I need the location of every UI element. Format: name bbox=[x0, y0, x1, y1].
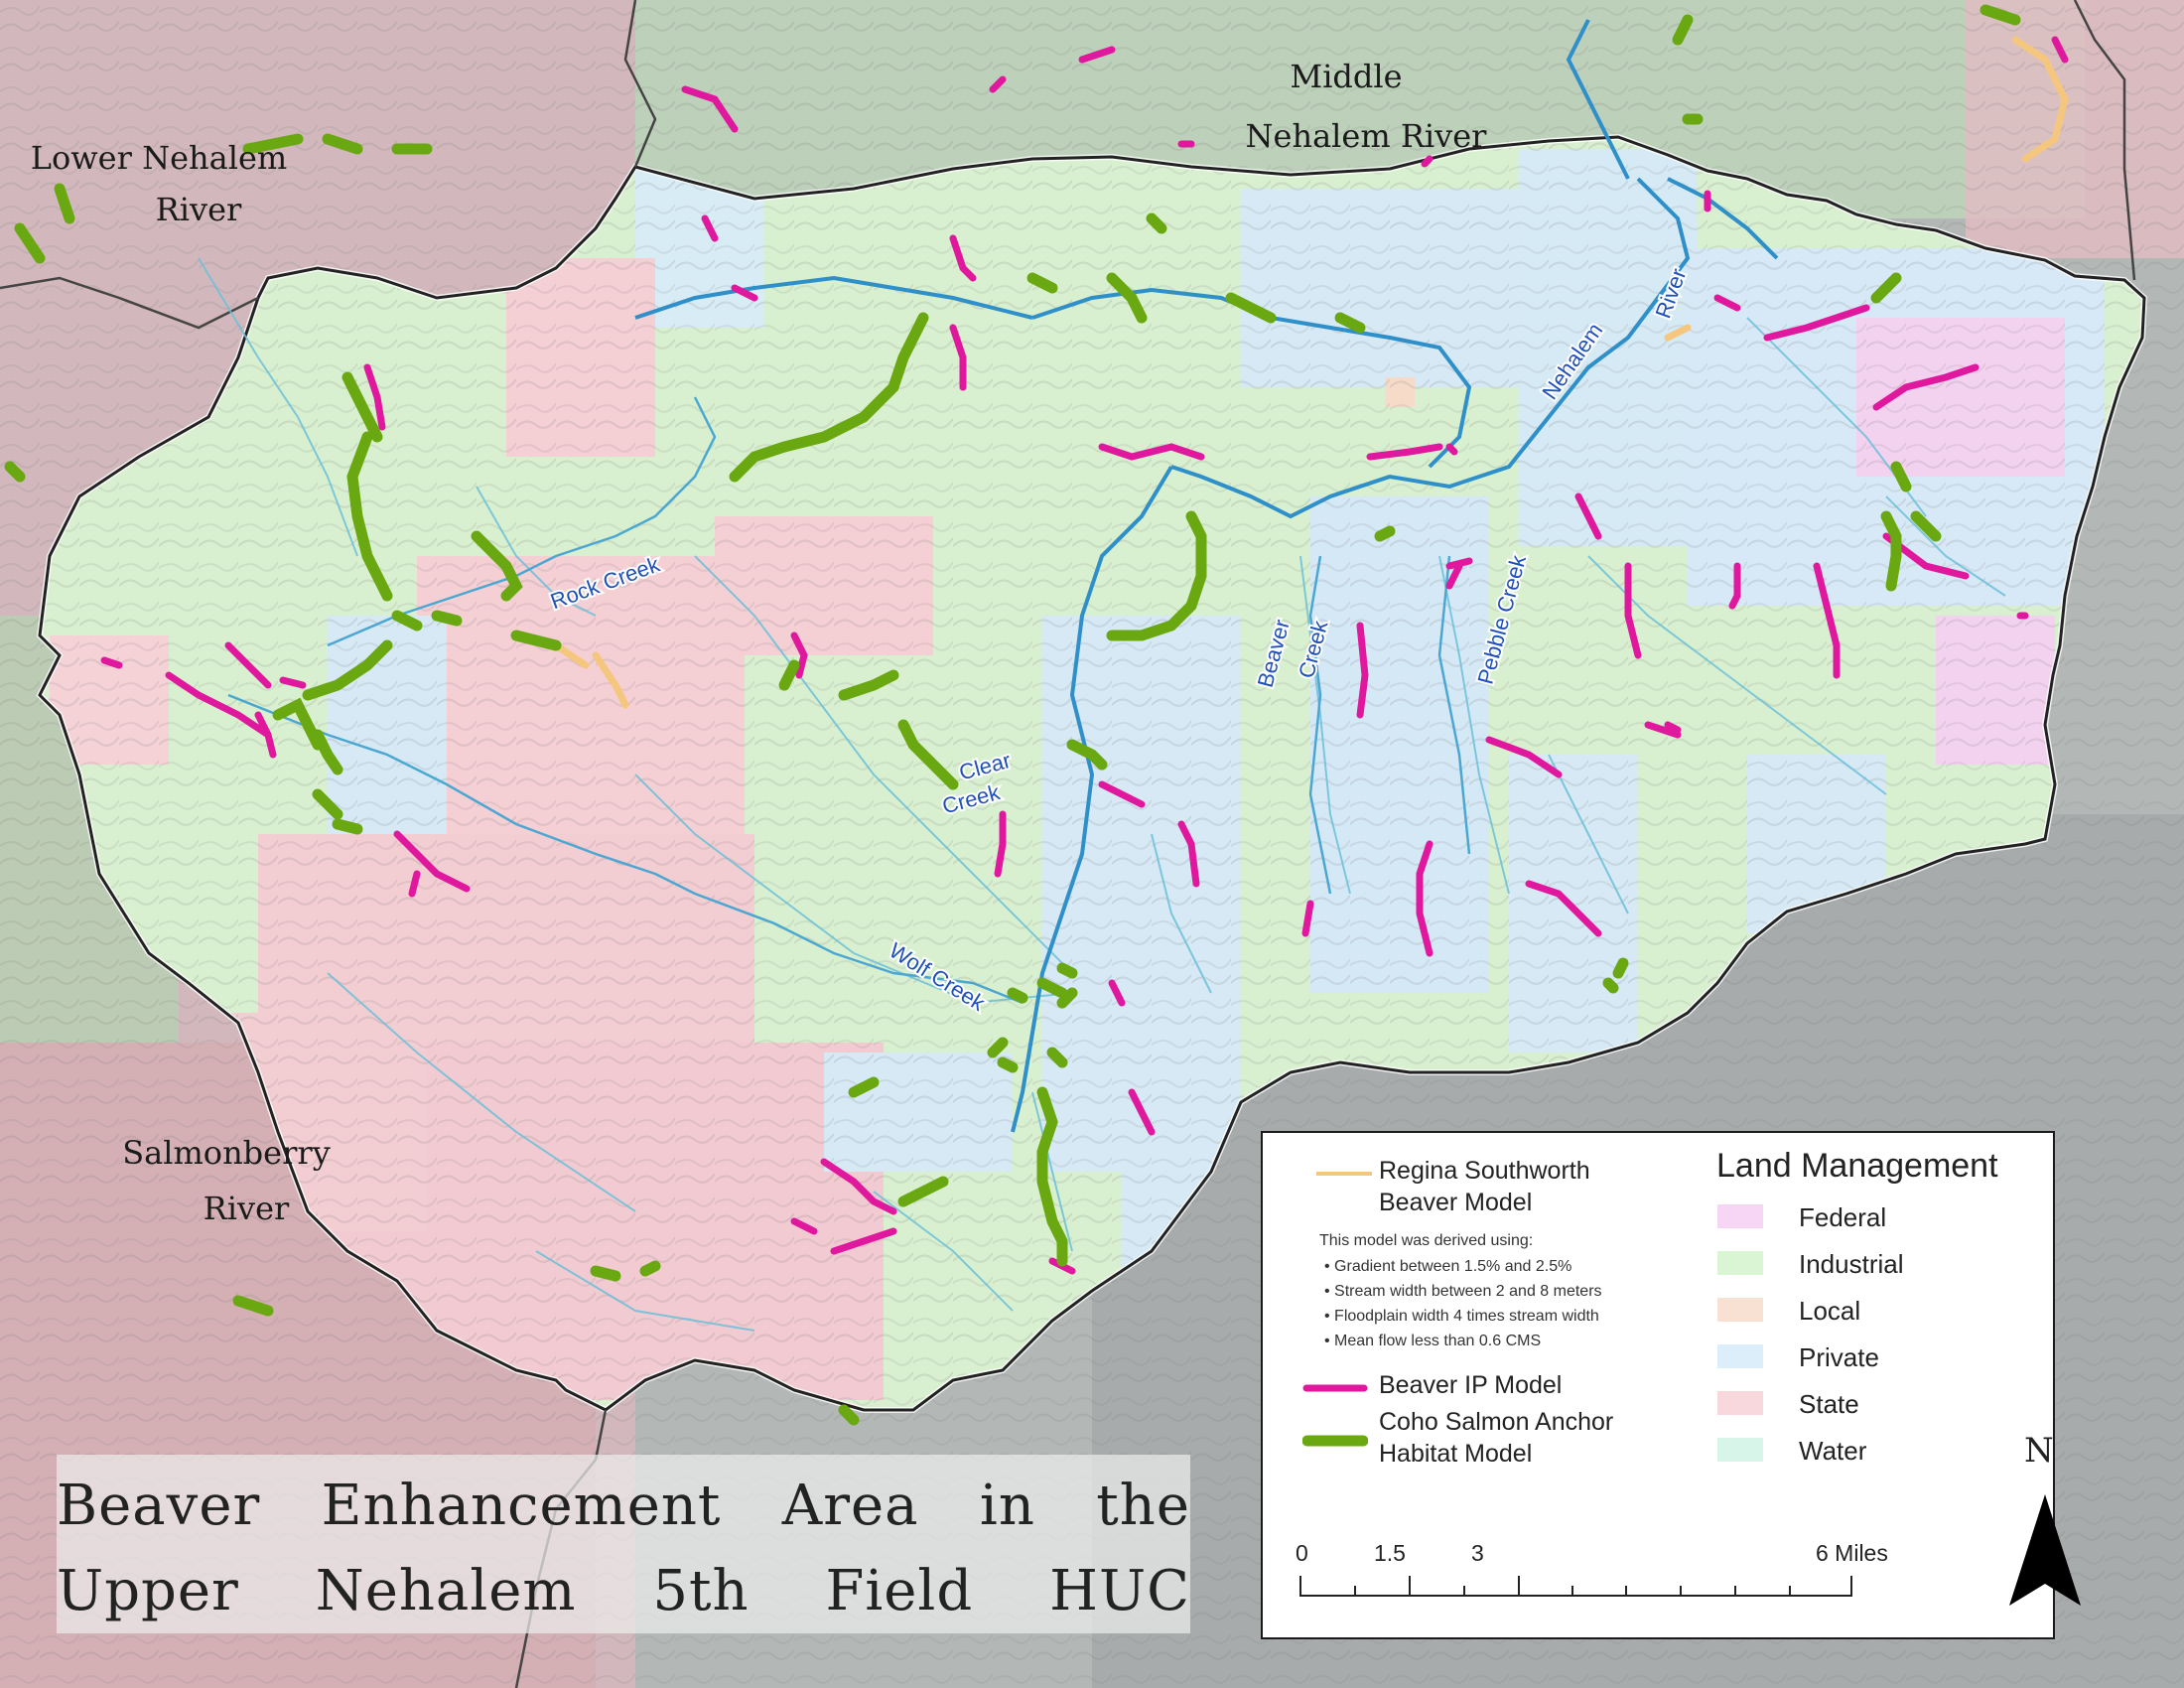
region-label-middle-nehalem-1: Middle bbox=[1290, 58, 1402, 95]
scale-bar bbox=[1299, 1576, 1852, 1597]
beaver-ip-legend-label: Beaver IP Model bbox=[1379, 1371, 1563, 1399]
region-label-lower-nehalem-1: Lower Nehalem bbox=[31, 139, 287, 177]
region-label-salmonberry-1: Salmonberry bbox=[122, 1134, 331, 1172]
lower-main-stream bbox=[634, 275, 1033, 320]
industrial-swatch bbox=[1717, 1251, 1763, 1275]
scale-label-1-5: 1.5 bbox=[1374, 1540, 1406, 1566]
scale-label-0: 0 bbox=[1296, 1540, 1308, 1566]
land-item-local: Local bbox=[1799, 1296, 1861, 1326]
huc-boundary-line bbox=[38, 135, 2146, 1412]
regina-legend-line bbox=[1316, 1172, 1372, 1176]
nehalem-river-line bbox=[1170, 177, 1691, 519]
beaver-ip-model-segments bbox=[100, 36, 2069, 1275]
region-label-salmonberry-2: River bbox=[204, 1190, 290, 1227]
north-branch bbox=[1667, 177, 1779, 260]
land-item-state: State bbox=[1799, 1389, 1859, 1419]
map-title-panel: Beaver Enhancement Area in the Upper Neh… bbox=[57, 1455, 1190, 1633]
water-swatch bbox=[1717, 1438, 1763, 1462]
land-item-water: Water bbox=[1799, 1436, 1867, 1466]
clear-creek-line bbox=[1011, 465, 1173, 1133]
federal-swatch bbox=[1717, 1204, 1763, 1228]
secondary-streams bbox=[227, 396, 1471, 1005]
local-swatch bbox=[1717, 1298, 1763, 1322]
coho-salmon-habitat-segments bbox=[4, 4, 2021, 1426]
scale-label-3: 3 bbox=[1471, 1540, 1484, 1566]
scale-label-6-miles: 6 Miles bbox=[1816, 1540, 1888, 1566]
model-note-item: • Floodplain width 4 times stream width bbox=[1324, 1308, 1599, 1325]
land-item-private: Private bbox=[1799, 1342, 1879, 1372]
coho-legend-label-2: Habitat Model bbox=[1379, 1440, 1533, 1468]
state-swatch bbox=[1717, 1391, 1763, 1415]
beaver-ip-legend-line bbox=[1302, 1384, 1368, 1392]
watershed-boundary-ne bbox=[2073, 0, 2136, 281]
map-title-line-2: Upper Nehalem 5th Field HUC bbox=[57, 1559, 1190, 1623]
regina-legend-label-1: Regina Southworth bbox=[1379, 1157, 1590, 1185]
tributary-streams bbox=[198, 257, 2006, 1332]
coho-legend-label-1: Coho Salmon Anchor bbox=[1379, 1408, 1614, 1436]
regina-legend-label-2: Beaver Model bbox=[1379, 1189, 1533, 1216]
nehalem-upper-branch bbox=[1566, 19, 1630, 180]
model-note-item: • Mean flow less than 0.6 CMS bbox=[1324, 1333, 1542, 1349]
land-item-industrial: Industrial bbox=[1799, 1249, 1904, 1279]
legend-box: Regina Southworth Beaver Model This mode… bbox=[1261, 1131, 2081, 1639]
model-note-intro: This model was derived using: bbox=[1319, 1232, 1534, 1249]
land-item-federal: Federal bbox=[1799, 1202, 1887, 1232]
coho-legend-line bbox=[1302, 1435, 1368, 1447]
model-note-item: • Stream width between 2 and 8 meters bbox=[1324, 1283, 1602, 1300]
watershed-boundary-west bbox=[0, 276, 259, 330]
land-management-title: Land Management bbox=[1716, 1147, 1998, 1185]
private-swatch bbox=[1717, 1344, 1763, 1368]
watershed-boundary-north bbox=[623, 0, 657, 168]
north-label: N bbox=[2024, 1431, 2054, 1471]
map-title-line-1: Beaver Enhancement Area in the bbox=[57, 1474, 1190, 1538]
model-note-item: • Gradient between 1.5% and 2.5% bbox=[1324, 1258, 1572, 1275]
north-arrow-icon bbox=[2009, 1494, 2081, 1606]
region-label-lower-nehalem-2: River bbox=[156, 191, 242, 228]
region-label-middle-nehalem-2: Nehalem River bbox=[1246, 117, 1488, 155]
